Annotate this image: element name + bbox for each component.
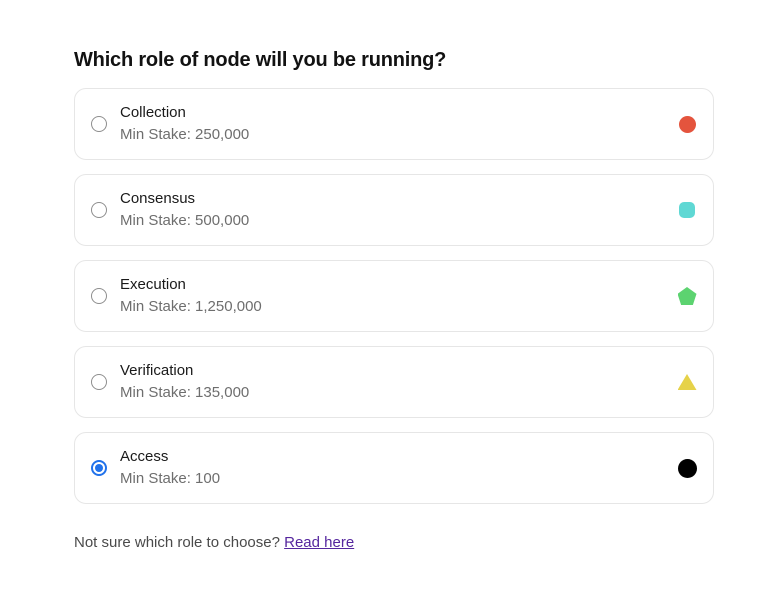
option-icon-wrap [677,374,697,390]
triangle-icon [677,374,697,390]
read-here-link[interactable]: Read here [284,534,355,551]
form-content: Which role of node will you be running? … [74,48,714,553]
option-min-stake: Min Stake: 135,000 [120,384,250,401]
radio-button[interactable] [91,288,107,304]
option-texts: Access Min Stake: 100 [120,447,220,489]
option-texts: Consensus Min Stake: 500,000 [120,189,249,231]
option-min-stake: Min Stake: 500,000 [120,212,250,229]
option-card-verification[interactable]: Verification Min Stake: 135,000 [74,346,714,418]
option-texts: Execution Min Stake: 1,250,000 [120,275,262,317]
option-label: Access [120,448,169,465]
radio-button[interactable] [91,116,107,132]
rounded-square-icon [679,202,695,218]
footer-help-text: Not sure which role to choose? Read here [74,533,714,553]
radio-button[interactable] [91,460,107,476]
option-icon-wrap [677,202,697,218]
option-min-stake: Min Stake: 100 [120,470,221,487]
radio-button[interactable] [91,374,107,390]
page-title: Which role of node will you be running? [74,49,447,71]
option-texts: Collection Min Stake: 250,000 [120,103,249,145]
circle-icon [677,458,697,478]
radio-button[interactable] [91,202,107,218]
option-icon-wrap [677,287,697,305]
option-card-execution[interactable]: Execution Min Stake: 1,250,000 [74,260,714,332]
footer-question: Not sure which role to choose? [74,534,285,551]
option-label: Execution [120,276,186,293]
option-card-consensus[interactable]: Consensus Min Stake: 500,000 [74,174,714,246]
option-min-stake: Min Stake: 1,250,000 [120,298,262,315]
option-icon-wrap [677,458,697,478]
option-icon-wrap [677,115,697,133]
option-card-access[interactable]: Access Min Stake: 100 [74,432,714,504]
option-card-collection[interactable]: Collection Min Stake: 250,000 [74,88,714,160]
option-texts: Verification Min Stake: 135,000 [120,361,249,403]
pentagon-icon [677,287,697,305]
option-min-stake: Min Stake: 250,000 [120,126,250,143]
option-label: Consensus [120,190,196,207]
circle-icon [678,115,696,133]
option-label: Verification [120,362,194,379]
option-label: Collection [120,104,186,121]
